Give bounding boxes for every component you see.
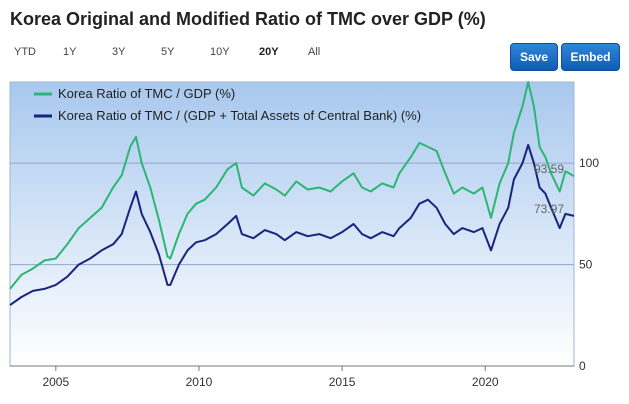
range-10y-button[interactable]: 10Y	[210, 46, 230, 58]
x-tick-label: 2005	[42, 375, 69, 389]
legend: Korea Ratio of TMC / GDP (%) Korea Ratio …	[34, 86, 421, 123]
end-labels: 93.59 73.97	[534, 162, 564, 216]
x-axis: 2005 2010 2015 2020	[10, 365, 574, 389]
series-line-2	[9, 143, 575, 306]
series-lines	[9, 81, 575, 306]
end-value-label: 73.97	[534, 202, 564, 216]
save-button[interactable]: Save	[510, 43, 558, 71]
y-tick-label: 0	[579, 359, 586, 373]
page-title: Korea Original and Modified Ratio of TMC…	[10, 9, 486, 29]
plot-area	[9, 81, 575, 367]
y-tick-label: 50	[579, 258, 593, 272]
x-tick-label: 2015	[329, 375, 356, 389]
range-selector: YTD 1Y 3Y 5Y 10Y 20Y All	[14, 46, 357, 58]
range-ytd-button[interactable]: YTD	[14, 46, 36, 58]
y-axis: 0 50 100	[579, 156, 599, 373]
grid-lines	[10, 162, 574, 266]
legend-label: Korea Ratio of TMC / (GDP + Total Assets…	[58, 108, 421, 123]
range-5y-button[interactable]: 5Y	[161, 46, 175, 58]
range-1y-button[interactable]: 1Y	[63, 46, 77, 58]
embed-button[interactable]: Embed	[561, 43, 620, 71]
x-tick-label: 2020	[472, 375, 499, 389]
range-all-button[interactable]: All	[308, 46, 321, 58]
legend-label: Korea Ratio of TMC / GDP (%)	[58, 86, 235, 101]
range-20y-button[interactable]: 20Y	[259, 46, 279, 58]
end-value-label: 93.59	[534, 162, 564, 176]
y-tick-label: 100	[579, 156, 599, 170]
range-3y-button[interactable]: 3Y	[112, 46, 126, 58]
x-tick-label: 2010	[186, 375, 213, 389]
series-line-1	[9, 81, 575, 290]
